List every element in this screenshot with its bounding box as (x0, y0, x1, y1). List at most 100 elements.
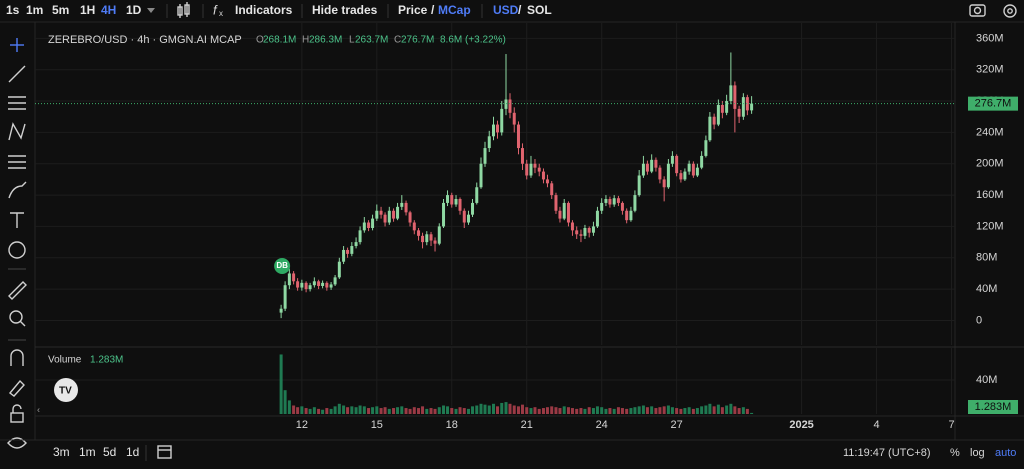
trendline-tool[interactable] (8, 65, 26, 83)
current-price-label: 276.7M (975, 98, 1012, 110)
legend-value: 286.3M (309, 35, 342, 46)
price-toggle[interactable]: Price (398, 3, 428, 17)
candle-body (558, 210, 562, 219)
indicators-button[interactable]: Indicators (235, 3, 293, 17)
interval[interactable]: 1m (26, 3, 43, 17)
range-button[interactable]: 1d (126, 445, 139, 459)
interval[interactable]: 1H (80, 3, 95, 17)
brush-tool[interactable] (8, 181, 27, 199)
auto-toggle[interactable]: auto (995, 447, 1016, 459)
interval[interactable]: 1D (126, 3, 142, 17)
volume-bar (417, 408, 421, 414)
volume-bar (516, 406, 520, 414)
x-tick-label: 21 (521, 419, 533, 431)
lines-tool[interactable] (8, 96, 26, 110)
dropdown[interactable] (147, 8, 155, 13)
volume-bar (287, 400, 291, 414)
candle-body (329, 284, 333, 288)
volume-bar (495, 406, 499, 414)
emoji-tool[interactable] (8, 241, 26, 259)
event-badge[interactable] (274, 258, 291, 274)
candle-body (741, 97, 745, 117)
marks (35, 52, 955, 414)
watermark-logo (54, 378, 78, 402)
volume-bar (358, 405, 362, 414)
candle-body (691, 163, 695, 176)
volume-bar (587, 407, 591, 414)
candle-body (442, 202, 446, 227)
volume-bar (279, 354, 283, 414)
candle-body (325, 282, 329, 288)
screenshot-icon[interactable] (969, 4, 986, 17)
candle-body (437, 226, 441, 244)
volume-bar (308, 408, 312, 414)
collapse-arrow[interactable]: ‹ (37, 404, 40, 414)
clock: 11:19:47 (UTC+8) (843, 447, 931, 459)
interval[interactable]: 4H (101, 3, 116, 17)
lock-drawing-tool[interactable] (8, 379, 25, 397)
candle-body (554, 195, 558, 211)
volume-bar (425, 408, 429, 414)
fx-icon[interactable]: f (213, 2, 218, 17)
volume-bar (300, 406, 304, 414)
volume-bar (725, 405, 729, 414)
candle-body (570, 222, 574, 231)
sol-toggle[interactable]: SOL (527, 3, 552, 17)
candle-body (450, 195, 454, 205)
candle-body (425, 234, 429, 243)
legend-key: O (256, 35, 264, 46)
candle-body (292, 273, 296, 282)
candle-body (520, 148, 524, 164)
range-button[interactable]: 3m (53, 445, 70, 459)
zoom-tool[interactable] (9, 310, 26, 327)
candle-body (483, 148, 487, 164)
volume-bar (625, 408, 629, 414)
candle-body (333, 277, 337, 285)
fib-tool[interactable] (8, 155, 26, 169)
range-button[interactable]: 1m (79, 445, 96, 459)
volume-bar (750, 412, 754, 414)
x-tick-label: 7 (948, 419, 954, 431)
volume-bar (720, 407, 724, 414)
volume-bar (433, 408, 437, 414)
pattern-tool[interactable] (8, 122, 26, 141)
volume-bar (550, 406, 554, 414)
hide-trades-button[interactable]: Hide trades (312, 3, 378, 17)
percent-toggle[interactable]: % (950, 447, 960, 459)
volume-bar (650, 406, 654, 414)
fx-icon[interactable]: x (219, 9, 223, 18)
interval[interactable]: 1s (6, 3, 20, 17)
candle-body (342, 249, 346, 262)
candle-body (591, 226, 595, 233)
interval[interactable]: 5m (52, 3, 69, 17)
lock-tool[interactable] (10, 404, 24, 423)
candle-body (633, 195, 637, 211)
magnet-tool[interactable] (10, 349, 24, 366)
ruler-tool[interactable] (8, 281, 27, 300)
log-toggle[interactable]: log (970, 447, 985, 459)
mcap-toggle[interactable]: MCap (438, 3, 471, 17)
volume-bar (741, 407, 745, 414)
volume-bar (404, 408, 408, 414)
volume-bar (637, 406, 641, 414)
volume-bar (537, 408, 541, 414)
settings-icon[interactable] (1003, 4, 1017, 18)
text-tool[interactable] (10, 212, 24, 228)
usd-toggle[interactable]: USD (493, 3, 519, 17)
chart-type-icon[interactable] (177, 2, 190, 18)
candle-body (725, 101, 729, 113)
crosshair-tool[interactable] (10, 38, 24, 52)
candle-body (612, 198, 616, 205)
candle-body (367, 222, 371, 229)
volume-bar (396, 407, 400, 414)
candle-body (650, 159, 654, 172)
visibility-tool[interactable] (7, 437, 27, 449)
volume-bar (695, 408, 699, 414)
range-button[interactable]: 5d (103, 445, 116, 459)
goto-date-icon[interactable] (157, 445, 172, 459)
legend-key: L (349, 35, 355, 46)
volume-bar (645, 407, 649, 414)
candle-body (733, 85, 737, 109)
